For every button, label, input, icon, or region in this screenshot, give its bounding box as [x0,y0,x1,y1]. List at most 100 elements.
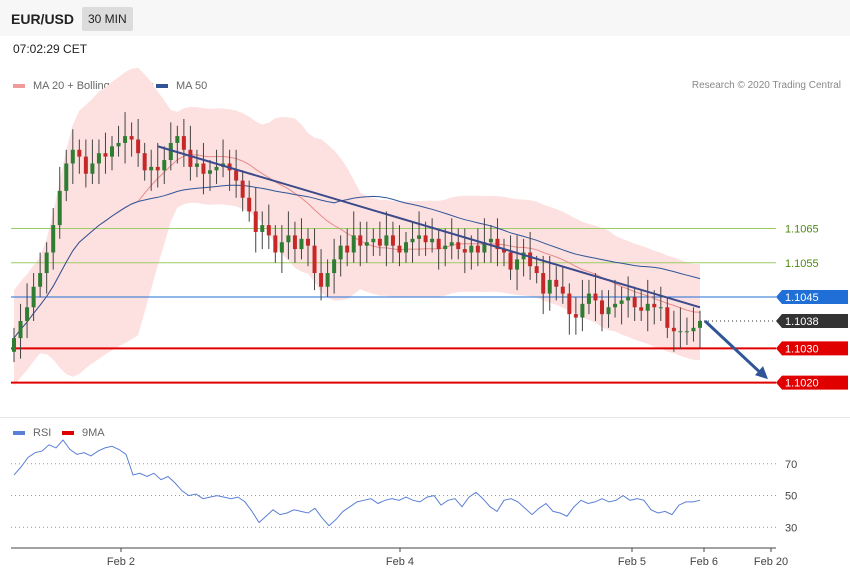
candle-body [201,163,206,174]
candle-body [554,279,559,287]
candle-body [253,211,258,232]
candle-body [377,238,382,246]
candle-body [57,190,62,226]
level-tag-1.1045 [776,290,848,305]
pane-divider [0,417,850,418]
candle-body [194,163,199,167]
candle-body [515,259,520,270]
candle-body [502,249,506,253]
candle-body [266,225,271,236]
candle-body [573,314,578,318]
candle-body [619,300,624,304]
candle-body [64,163,69,191]
candle-body [90,163,95,174]
candle-body [168,142,173,161]
ma20-swatch [13,84,25,88]
candle-body [364,242,369,246]
level-tag-1.1038 [776,313,848,328]
candle-body [475,245,480,253]
candle-body [38,273,43,287]
candle-body [567,293,572,315]
candle-body [260,225,265,232]
candle-body [371,238,376,243]
candle-body [586,293,591,304]
candle-body [162,160,167,171]
level-label-1.1065: 1.1065 [785,224,819,236]
level-label-1.1055: 1.1055 [785,258,819,270]
ma50-line [13,184,701,339]
candle-body [25,307,30,321]
candle-body [103,153,108,157]
candle-body [547,279,552,294]
candle-body [31,286,36,308]
ma50-swatch [156,84,168,88]
level-tag-1.1030 [776,341,848,356]
candle-body [508,252,513,270]
candle-body [684,331,689,333]
candle-body [214,166,219,171]
candle-body [606,307,611,315]
candle-body [580,303,585,318]
level-label-1.1038: 1.1038 [785,316,819,328]
candle-body [626,297,631,301]
candle-body [116,142,121,147]
candle-body [541,273,546,294]
x-tick-label: Feb 6 [690,556,718,568]
candle-body [462,249,467,253]
legend-rsi: RSI [13,427,51,439]
candle-body [292,235,297,250]
candle-body [312,245,317,274]
candle-body [430,238,435,243]
candle-body [417,235,422,239]
x-tick-label: Feb 5 [618,556,646,568]
candle-body [332,259,337,274]
candle-body [639,307,644,311]
candle-body [404,242,408,253]
candle-body [44,252,49,274]
candle-body [18,320,23,339]
candle-body [83,156,88,174]
trendline [157,145,701,309]
timeframe-button[interactable]: 30 MIN [82,7,133,31]
candle-body [423,235,428,243]
candle-body [70,149,75,164]
candle-body [299,238,304,250]
candle-body [671,327,676,332]
candle-body [149,166,154,171]
rsi-tick-30: 30 [785,522,797,534]
rsi-tick-70: 70 [785,459,797,471]
candle-body [449,242,454,246]
candle-body [469,245,474,253]
candle-body [306,238,310,246]
x-tick-label: Feb 4 [386,556,414,568]
candle-body [142,153,147,171]
candle-body [345,245,350,253]
level-label-1.1030: 1.1030 [785,343,819,355]
candle-body [129,136,134,140]
candle-body [12,338,16,352]
candle-body [665,307,670,328]
candle-body [155,166,160,171]
level-label-1.1020: 1.1020 [785,378,819,390]
candle-body [136,139,141,154]
legend-ma50: MA 50 [156,80,207,92]
x-tick-label: Feb 20 [754,556,788,568]
candle-body [247,197,252,212]
candle-body [208,170,212,174]
candle-body [123,136,128,143]
candle-body [495,238,500,250]
legend-rsi-label: RSI [33,427,52,439]
rsi-swatch [13,431,25,435]
candle-body [528,252,533,267]
candle-body [443,245,448,250]
legend-ma50-label: MA 50 [176,80,208,92]
candle-body [338,245,343,260]
candle-body [560,286,565,294]
candle-body [351,235,356,253]
rsi-line [13,439,701,527]
candle-body [51,225,56,253]
candle-body [645,303,650,311]
candle-body [488,238,493,243]
candle-body [593,293,598,301]
